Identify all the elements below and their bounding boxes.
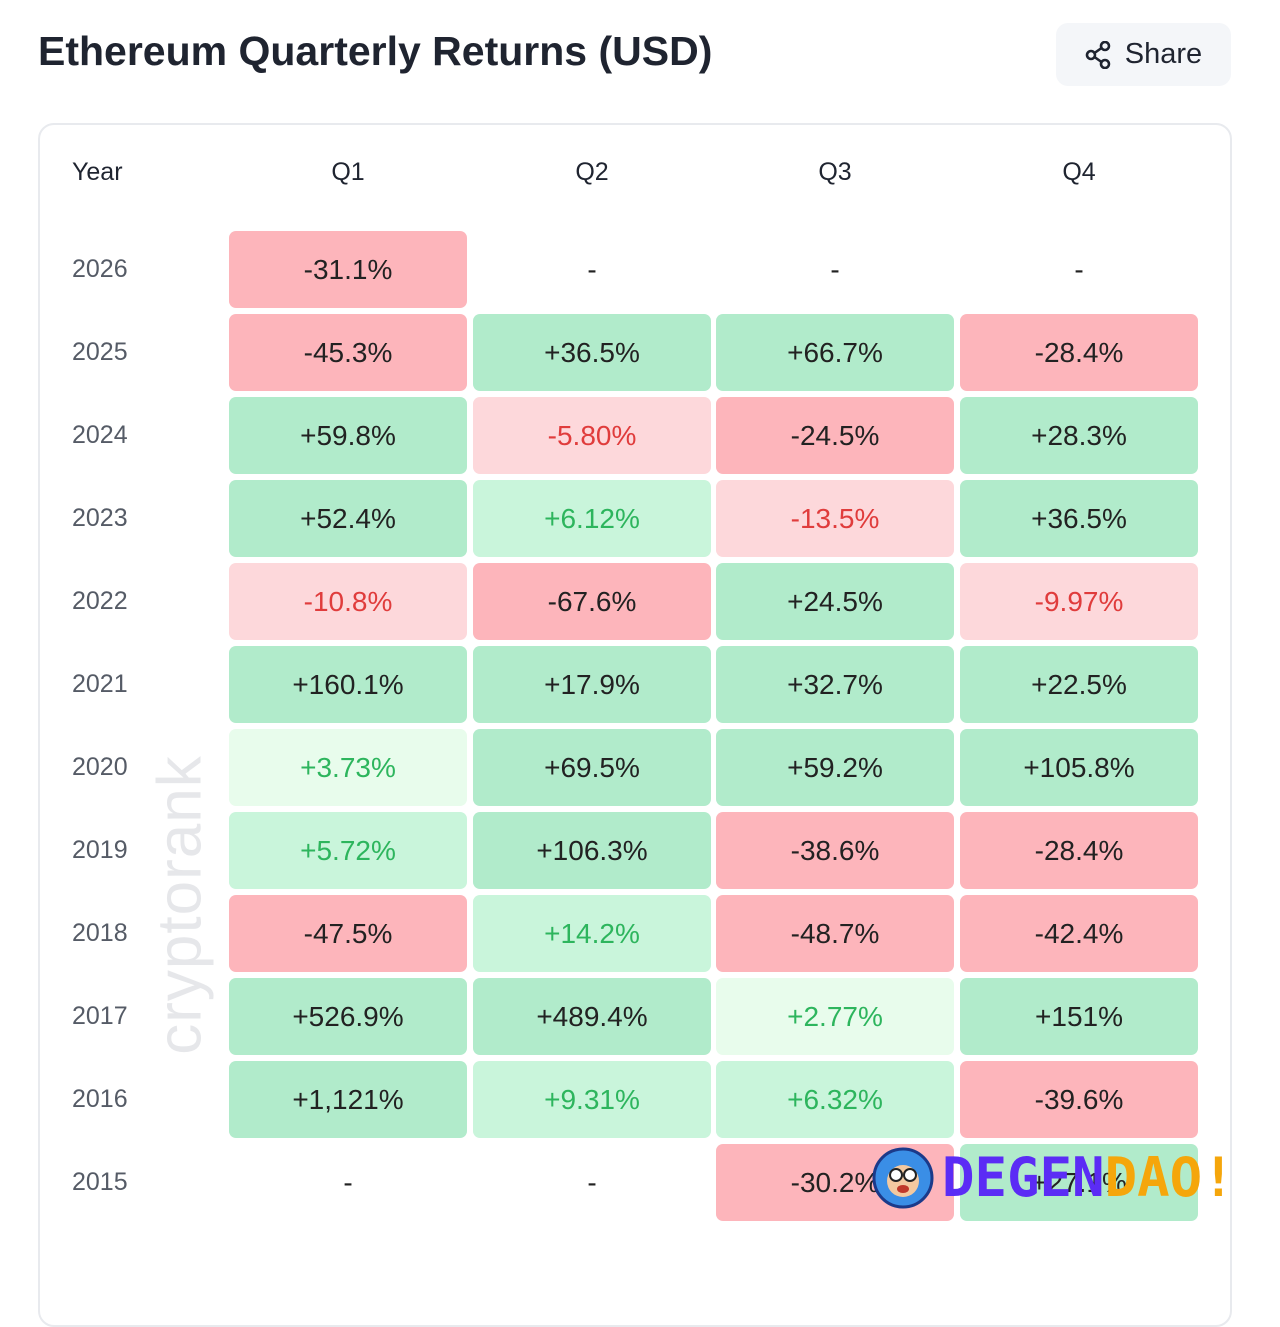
row-year: 2023	[72, 504, 128, 532]
return-cell: -38.6%	[716, 812, 954, 889]
return-cell: +151%	[960, 978, 1198, 1055]
return-cell: -67.6%	[473, 563, 711, 640]
row-year: 2016	[72, 1085, 128, 1113]
return-cell: +5.72%	[229, 812, 467, 889]
return-cell: -5.80%	[473, 397, 711, 474]
return-cell: -10.8%	[229, 563, 467, 640]
return-cell: +6.32%	[716, 1061, 954, 1138]
row-year: 2025	[72, 338, 128, 366]
return-cell: -	[587, 1166, 597, 1198]
row-year: 2020	[72, 753, 128, 781]
row-year: 2019	[72, 836, 128, 864]
return-cell: +59.2%	[716, 729, 954, 806]
row-year: 2022	[72, 587, 128, 615]
return-cell: +36.5%	[473, 314, 711, 391]
share-icon	[1085, 40, 1111, 69]
return-cell: -	[1074, 253, 1084, 285]
return-cell: -39.6%	[960, 1061, 1198, 1138]
column-header: Q2	[575, 158, 609, 186]
return-cell: -48.7%	[716, 895, 954, 972]
return-cell: -28.4%	[960, 812, 1198, 889]
share-label: Share	[1124, 38, 1203, 70]
return-cell: +2.77%	[716, 978, 954, 1055]
return-cell: +9.31%	[473, 1061, 711, 1138]
return-cell: -	[587, 253, 597, 285]
return-cell: +66.7%	[716, 314, 954, 391]
return-cell: +17.9%	[473, 646, 711, 723]
page: {"header": {"title": "Ethereum Quarterly…	[38, 23, 1235, 1327]
row-year: 2026	[72, 255, 128, 283]
return-cell: -47.5%	[229, 895, 467, 972]
return-cell: -13.5%	[716, 480, 954, 557]
return-cell: +24.5%	[716, 563, 954, 640]
return-cell: +106.3%	[473, 812, 711, 889]
overlay-avatar	[872, 1147, 934, 1208]
return-cell: +3.73%	[229, 729, 467, 806]
return-cell: +14.2%	[473, 895, 711, 972]
return-cell: -	[343, 1166, 353, 1198]
return-cell: -31.1%	[229, 231, 467, 308]
return-cell: +59.8%	[229, 397, 467, 474]
row-year: 2021	[72, 670, 128, 698]
return-cell: +69.5%	[473, 729, 711, 806]
overlay-text-1: DEGEN	[942, 1146, 1105, 1209]
return-cell: +28.3%	[960, 397, 1198, 474]
overlay-text-2: DAO!	[1104, 1146, 1235, 1209]
return-cell: -9.97%	[960, 563, 1198, 640]
return-cell: -24.5%	[716, 397, 954, 474]
column-header: Q3	[818, 158, 852, 186]
return-cell: +22.5%	[960, 646, 1198, 723]
return-cell: +52.4%	[229, 480, 467, 557]
row-year: 2018	[72, 919, 128, 947]
column-header: Year	[72, 158, 123, 186]
return-cell: +526.9%	[229, 978, 467, 1055]
return-cell: -42.4%	[960, 895, 1198, 972]
return-cell: +6.12%	[473, 480, 711, 557]
return-cell: +27.1%	[960, 1144, 1198, 1221]
return-cell: +160.1%	[229, 646, 467, 723]
return-cell: +1,121%	[229, 1061, 467, 1138]
row-year: 2017	[72, 1002, 128, 1030]
page-title: Ethereum Quarterly Returns (USD)	[38, 28, 713, 74]
return-cell: +32.7%	[716, 646, 954, 723]
overlay-logo: DEGEN DAO!	[872, 1146, 1235, 1209]
return-cell: -28.4%	[960, 314, 1198, 391]
return-cell: -45.3%	[229, 314, 467, 391]
return-cell: +105.8%	[960, 729, 1198, 806]
return-cell: -	[830, 253, 840, 285]
row-year: 2015	[72, 1168, 128, 1196]
return-cell: +36.5%	[960, 480, 1198, 557]
column-header: Q1	[331, 158, 365, 186]
return-cell: +489.4%	[473, 978, 711, 1055]
column-header: Q4	[1062, 158, 1096, 186]
share-button[interactable]: Share	[1056, 23, 1231, 86]
row-year: 2024	[72, 421, 128, 449]
watermark: cryptorank	[145, 755, 215, 1055]
